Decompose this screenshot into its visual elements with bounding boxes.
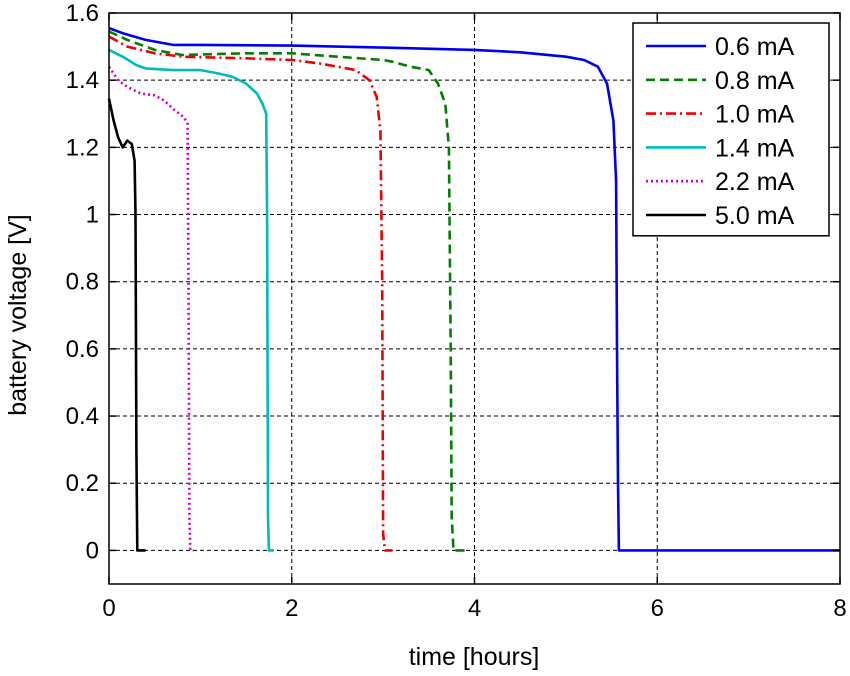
x-tick-label: 2 (285, 595, 298, 622)
legend: 0.6 mA 0.8 mA 1.0 mA 1.4 mA 2.2 mA 5.0 mA (632, 22, 830, 237)
series-line-3 (108, 35, 393, 552)
legend-label: 0.6 mA (715, 33, 795, 61)
y-tick-label: 0.2 (66, 470, 99, 497)
y-tick-label: 0 (86, 537, 99, 564)
x-axis-title: time [hours] (409, 643, 540, 671)
axis-ticks (108, 12, 841, 584)
y-tick-label: 0.6 (66, 336, 99, 363)
y-tick-label: 0.8 (66, 269, 99, 296)
y-axis-title: battery voltage [V] (4, 214, 32, 416)
x-tick-label: 0 (102, 595, 115, 622)
y-tick-label: 1.4 (66, 67, 99, 94)
series-line-1 (108, 26, 840, 552)
y-tick-label: 1.6 (66, 0, 99, 27)
legend-label: 5.0 mA (715, 202, 795, 230)
legend-box (632, 22, 830, 237)
series-layer (107, 26, 840, 552)
x-tick-label: 8 (833, 595, 846, 622)
tick-labels: 0 2 4 6 8 0 0.2 0.4 0.6 0.8 1 1.2 1.4 1.6 (66, 0, 847, 622)
x-tick-label: 4 (468, 595, 481, 622)
legend-label: 1.4 mA (715, 134, 795, 162)
legend-label: 2.2 mA (715, 168, 795, 196)
y-tick-label: 1 (86, 202, 99, 229)
x-tick-label: 6 (651, 595, 664, 622)
series-line-4 (108, 48, 274, 552)
legend-label: 0.8 mA (715, 67, 795, 95)
series-line-6 (107, 98, 146, 552)
y-tick-label: 1.2 (66, 134, 99, 161)
y-tick-label: 0.4 (66, 403, 99, 430)
series-line-2 (108, 30, 466, 552)
legend-label: 1.0 mA (715, 101, 795, 129)
